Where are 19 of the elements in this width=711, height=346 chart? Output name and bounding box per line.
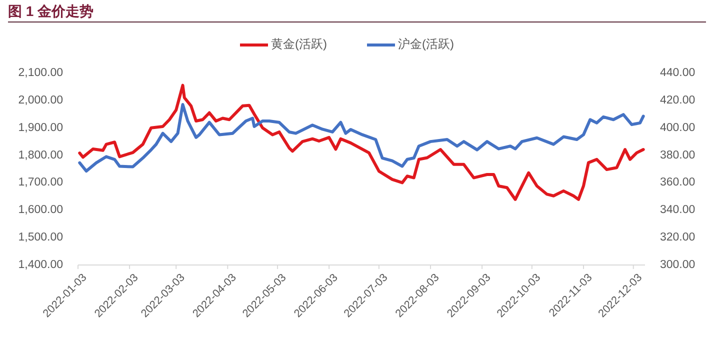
y2-tick-label: 300.00 bbox=[660, 259, 696, 272]
legend-label: 黄金(活跃) bbox=[271, 37, 327, 52]
y-tick-label: 1,800.00 bbox=[18, 149, 63, 162]
y-tick-label: 2,100.00 bbox=[18, 67, 63, 80]
legend-label: 沪金(活跃) bbox=[398, 37, 454, 52]
y2-tick-label: 360.00 bbox=[660, 176, 696, 189]
y2-tick-label: 320.00 bbox=[660, 232, 696, 244]
chart-title: 图 1 金价走势 bbox=[8, 3, 94, 19]
y-tick-label: 1,400.00 bbox=[18, 259, 63, 272]
y2-tick-label: 440.00 bbox=[660, 67, 696, 80]
y-tick-label: 1,500.00 bbox=[18, 232, 63, 244]
y-tick-label: 1,600.00 bbox=[18, 204, 63, 216]
y2-tick-label: 380.00 bbox=[660, 149, 696, 162]
y2-tick-label: 400.00 bbox=[660, 122, 696, 134]
y2-tick-label: 340.00 bbox=[660, 204, 696, 216]
y-tick-label: 1,700.00 bbox=[18, 176, 63, 189]
y2-tick-label: 420.00 bbox=[660, 94, 696, 106]
y-tick-label: 2,000.00 bbox=[18, 94, 63, 106]
y-tick-label: 1,900.00 bbox=[18, 122, 63, 134]
